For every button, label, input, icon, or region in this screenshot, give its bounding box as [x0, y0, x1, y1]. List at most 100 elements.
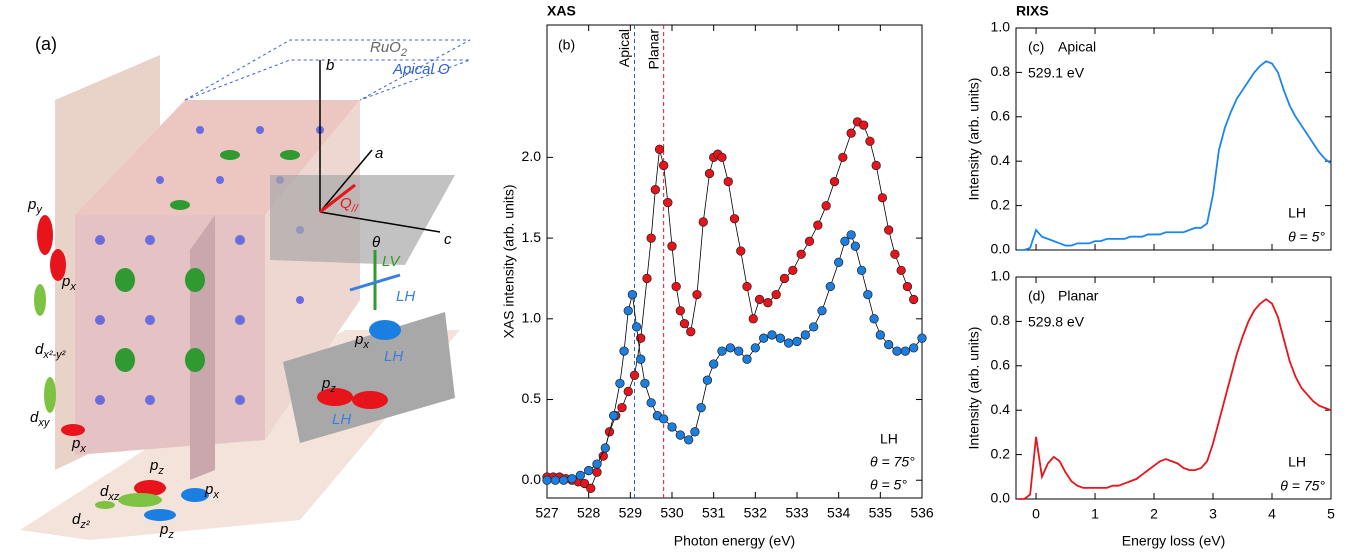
- y-tick-label: 0.5: [522, 390, 542, 406]
- diagram-label: px: [354, 331, 369, 351]
- data-point: [663, 197, 673, 208]
- label-base: LH: [332, 411, 351, 428]
- data-point: [723, 176, 733, 187]
- data-point: [863, 289, 873, 300]
- legend-entry: θ = 5°: [870, 477, 907, 493]
- data-point: [667, 241, 677, 251]
- data-point: [592, 467, 602, 477]
- x-tick-label: 1: [1091, 506, 1099, 522]
- data-point: [675, 306, 685, 316]
- energy-label: 529.8 eV: [1028, 314, 1085, 330]
- label-base: a: [375, 145, 383, 162]
- data-point: [884, 225, 894, 235]
- label-sub: x²-y²: [42, 349, 65, 361]
- legend-entry: θ = 75°: [1280, 478, 1325, 494]
- data-point: [627, 289, 638, 300]
- x-tick-label: 534: [827, 505, 851, 521]
- y-tick-label: 0.0: [991, 490, 1011, 506]
- label-base: c: [444, 231, 452, 248]
- diagram-label: px: [204, 481, 219, 501]
- label-base: LH: [384, 348, 403, 365]
- data-point: [609, 411, 619, 421]
- x-tick-label: 533: [785, 505, 809, 521]
- label-sub: //: [351, 203, 359, 215]
- data-point: [592, 459, 602, 469]
- label-base: p: [321, 375, 330, 392]
- data-point: [763, 298, 773, 308]
- x-tick-label: 529: [619, 505, 643, 521]
- label-base: θ: [372, 234, 380, 251]
- data-point: [859, 120, 869, 130]
- data-point: [623, 306, 633, 316]
- oxygen-sites: [95, 126, 324, 405]
- data-point: [736, 246, 746, 256]
- data-point: [717, 152, 727, 163]
- label-sub: x: [79, 443, 86, 455]
- data-point: [679, 319, 690, 329]
- data-point: [846, 230, 856, 240]
- legend-title: LH: [880, 431, 898, 447]
- data-point: [734, 346, 744, 356]
- cut-plane: [190, 215, 215, 480]
- x-tick-label: 530: [660, 505, 684, 521]
- diagram-label: pz: [321, 375, 336, 395]
- y-tick-label: 0.0: [991, 241, 1011, 257]
- label-sub: z: [167, 529, 174, 541]
- diagram-label: dxz: [100, 483, 120, 503]
- data-point: [686, 327, 696, 337]
- x-tick-label: 4: [1268, 506, 1276, 522]
- axes-arrows: [319, 60, 441, 310]
- data-point: [654, 144, 665, 154]
- data-point: [690, 427, 700, 437]
- x-tick-label: 3: [1209, 506, 1217, 522]
- data-point: [584, 465, 594, 476]
- orbital-panel: [283, 312, 455, 443]
- reference-label: Apical: [616, 29, 632, 67]
- ru-sites: [115, 150, 300, 372]
- x-tick-label: 531: [702, 505, 726, 521]
- diagram-label: c: [444, 231, 452, 248]
- data-point: [659, 160, 669, 171]
- x-tick-label: 2: [1150, 506, 1158, 522]
- data-point: [698, 217, 708, 227]
- label-sub: z: [329, 383, 336, 395]
- data-point: [542, 475, 552, 485]
- data-point: [619, 346, 629, 356]
- y-tick-label: 0.8: [991, 63, 1011, 79]
- diagram-label: b: [326, 57, 334, 74]
- y-tick-label: 0.8: [991, 312, 1011, 328]
- plot-frame: [1015, 27, 1332, 251]
- y-tick-label: 0.0: [522, 471, 542, 487]
- data-point: [909, 343, 919, 353]
- x-tick-label: 536: [910, 505, 934, 521]
- x-axis-label: Energy loss (eV): [1122, 533, 1225, 549]
- diagram-label: LV: [382, 253, 402, 270]
- data-point: [600, 443, 610, 453]
- cube-front: [75, 215, 265, 455]
- data-point: [817, 306, 827, 316]
- scatter-plane: [270, 175, 455, 265]
- legend-title: LH: [1288, 205, 1306, 221]
- diagram-label: py: [27, 196, 43, 216]
- data-point: [629, 370, 640, 380]
- panel-label: (c): [1028, 39, 1044, 55]
- data-point: [750, 343, 760, 353]
- diagram-label: dz²: [72, 511, 90, 531]
- data-point: [742, 354, 752, 364]
- data-point: [909, 294, 919, 305]
- data-point: [640, 378, 650, 389]
- label-sub: z²: [79, 519, 90, 531]
- diagram-label: a: [375, 145, 383, 162]
- data-point: [575, 470, 585, 481]
- x-tick-label: 532: [744, 505, 768, 521]
- data-point: [846, 128, 856, 138]
- label-sub: x: [212, 489, 219, 501]
- data-point: [702, 375, 713, 385]
- y-tick-label: 1.0: [991, 19, 1011, 35]
- y-tick-label: 0.6: [991, 357, 1011, 373]
- y-axis-label: Intensity (arb. units): [966, 327, 982, 450]
- y-tick-label: 0.6: [991, 108, 1011, 124]
- diagram-label: px: [61, 273, 76, 293]
